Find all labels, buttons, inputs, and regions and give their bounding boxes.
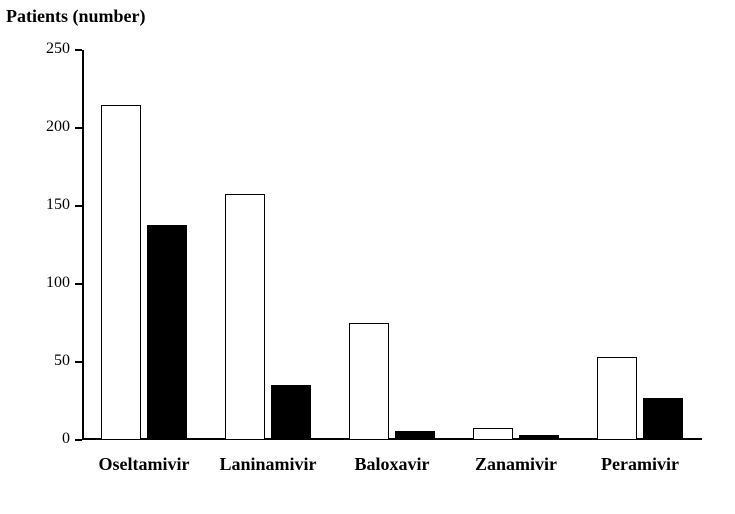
- bar-black: [147, 225, 187, 440]
- ytick-label: 0: [20, 430, 70, 448]
- ytick-label: 250: [20, 40, 70, 58]
- ytick-mark: [75, 127, 82, 129]
- ytick-mark: [75, 439, 82, 441]
- ytick-label: 100: [20, 274, 70, 292]
- ytick-mark: [75, 283, 82, 285]
- ytick-mark: [75, 205, 82, 207]
- bar-white: [597, 357, 637, 440]
- ytick-mark: [75, 49, 82, 51]
- category-label: Baloxavir: [330, 454, 454, 475]
- bar-white: [101, 105, 141, 440]
- category-label: Laninamivir: [206, 454, 330, 475]
- ytick-label: 200: [20, 118, 70, 136]
- yaxis-title: Patients (number): [6, 6, 145, 27]
- bar-white: [349, 323, 389, 440]
- category-label: Zanamivir: [454, 454, 578, 475]
- category-label: Oseltamivir: [82, 454, 206, 475]
- bar-black: [643, 398, 683, 440]
- bar-black: [271, 385, 311, 440]
- bar-white: [473, 428, 513, 440]
- ytick-label: 150: [20, 196, 70, 214]
- ytick-label: 50: [20, 352, 70, 370]
- bar-black: [395, 431, 435, 440]
- bar-white: [225, 194, 265, 440]
- bar-black: [519, 435, 559, 440]
- patients-bar-chart: Patients (number) 0 50 100 150 200 250 Oselta…: [0, 0, 735, 514]
- category-label: Peramivir: [578, 454, 702, 475]
- ytick-mark: [75, 361, 82, 363]
